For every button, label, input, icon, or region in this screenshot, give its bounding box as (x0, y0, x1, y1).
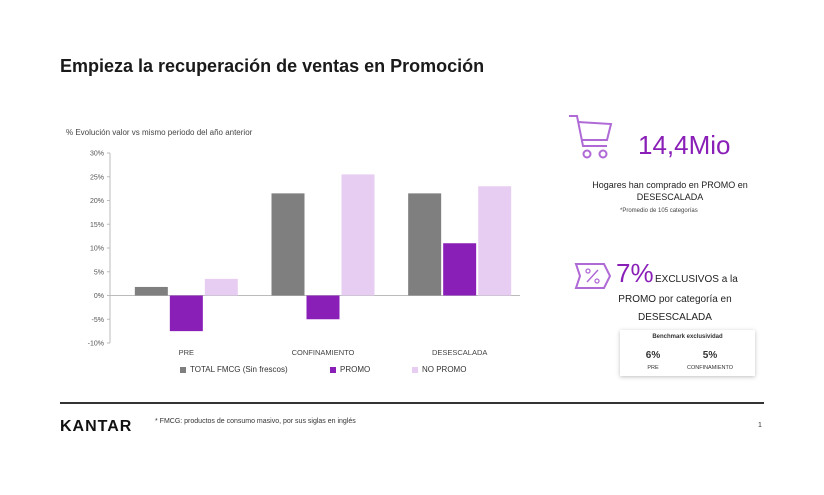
benchmark-value-confinamiento: 5% (702, 350, 718, 361)
legend-swatch-nopromo (412, 366, 418, 373)
page-title: Empieza la recuperación de ventas en Pro… (60, 56, 485, 76)
footnote: * FMCG: productos de consumo masivo, por… (155, 418, 356, 425)
benchmark-label-confinamiento: CONFINAMIENTO (686, 365, 734, 371)
legend-swatch-promo (330, 366, 336, 373)
y-tick-label: 20% (90, 198, 104, 205)
bar-desescalada-1 (443, 243, 477, 296)
exclusive-value: 7% (616, 258, 654, 288)
benchmark-box: Benchmark exclusividad 6% PRE 5% CONFINA… (620, 330, 755, 376)
bar-confinamiento-1 (306, 295, 340, 320)
exclusive-text-2: PROMO por categoría en (618, 294, 732, 305)
y-tick-label: 15% (90, 222, 104, 229)
bar-confinamiento-2 (341, 174, 375, 296)
bar-confinamiento-0 (271, 193, 305, 296)
x-tick-label: DESESCALADA (432, 348, 487, 357)
legend-item-total: TOTAL FMCG (Sin frescos) (180, 365, 288, 374)
benchmark-value-pre: 6% (645, 350, 661, 361)
x-tick-label: CONFINAMIENTO (292, 348, 355, 357)
households-text-1: Hogares han comprado en PROMO en (592, 180, 748, 190)
y-tick-label: -10% (88, 341, 104, 348)
bar-pre-0 (134, 286, 168, 296)
bar-pre-1 (169, 295, 203, 332)
bar-chart: -10% -5% 0% 5% 10% 15% 20% 25% 30% PRE CONFINAMIEN… (88, 151, 520, 357)
kantar-logo: KANTAR (60, 418, 133, 435)
page-number: 1 (758, 422, 762, 429)
legend-label-total: TOTAL FMCG (Sin frescos) (190, 365, 288, 374)
y-tick-label: 0% (94, 293, 104, 300)
y-tick-label: 10% (90, 246, 104, 253)
exclusive-text-1: EXCLUSIVOS a la (655, 274, 738, 285)
footer-divider (60, 402, 764, 404)
bar-desescalada-0 (408, 193, 442, 296)
legend-item-promo: PROMO (330, 365, 370, 374)
bar-pre-2 (204, 278, 238, 296)
benchmark-title: Benchmark exclusividad (652, 334, 723, 340)
x-tick-label: PRE (179, 348, 194, 357)
y-tick-label: 5% (94, 269, 104, 276)
percent-tag-icon (574, 263, 612, 289)
exclusive-text-3: DESESCALADA (638, 312, 712, 323)
households-text-2: DESESCALADA (636, 192, 704, 202)
legend-label-nopromo: NO PROMO (422, 365, 467, 374)
y-tick-label: 30% (90, 151, 104, 158)
y-tick-label: -5% (92, 317, 104, 324)
legend-swatch-total (180, 366, 186, 373)
legend-label-promo: PROMO (340, 365, 371, 374)
households-value: 14,4Mio (638, 130, 731, 160)
bar-desescalada-2 (478, 186, 512, 296)
y-tick-label: 25% (90, 174, 104, 181)
benchmark-label-pre: PRE (647, 365, 659, 371)
chart-subtitle: % Evolución valor vs mismo periodo del a… (66, 128, 253, 137)
shopping-cart-icon (569, 115, 613, 159)
legend-item-nopromo: NO PROMO (412, 365, 466, 374)
households-note: *Promedio de 105 categorías (620, 208, 698, 214)
